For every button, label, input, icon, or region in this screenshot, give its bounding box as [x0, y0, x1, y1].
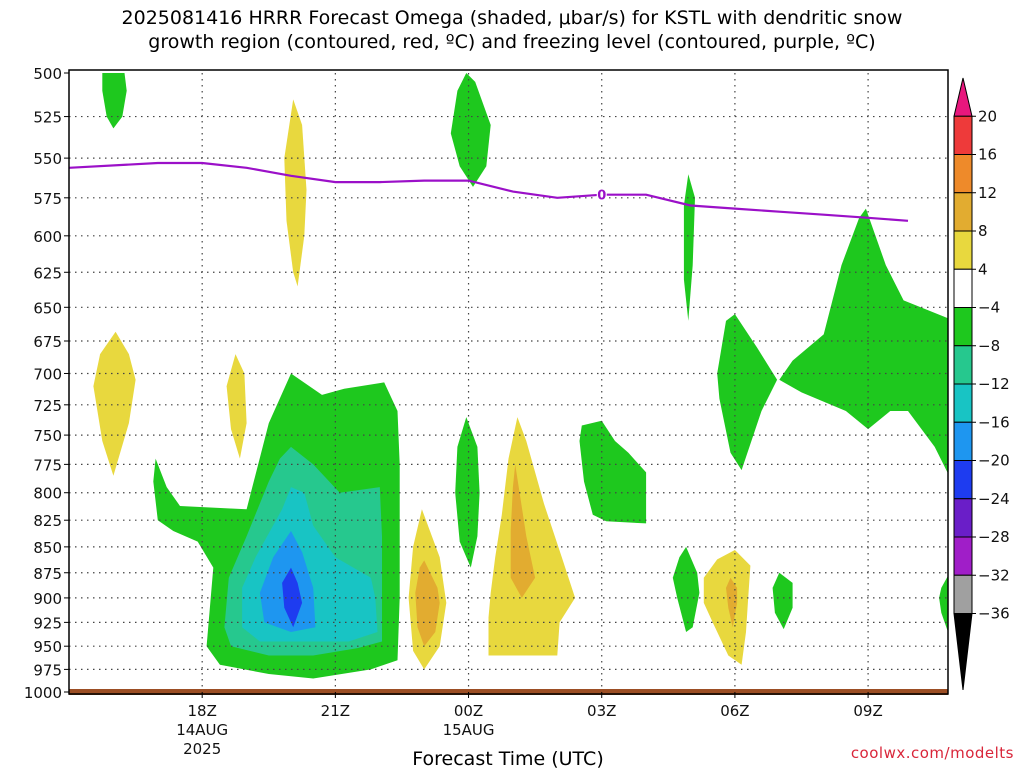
- x-tick-date-00Z: 15AUG: [443, 721, 495, 739]
- colorbar-swatch-10: [953, 460, 973, 500]
- y-tick-label-600: 600: [33, 228, 62, 246]
- x-tick-label-06Z: 06Z: [720, 702, 749, 720]
- colorbar-label-0: 20: [978, 107, 997, 125]
- omega-region-4: [93, 331, 136, 476]
- omega-region-16: [579, 420, 647, 524]
- colorbar-label-3: 8: [978, 222, 988, 240]
- surface-strip: [69, 689, 948, 695]
- y-tick-label-550: 550: [33, 150, 62, 168]
- x-tick-label-18Z: 18Z: [187, 702, 216, 720]
- colorbar-swatch-4: [953, 230, 973, 270]
- y-tick-label-750: 750: [33, 427, 62, 445]
- y-tick-label-675: 675: [33, 333, 62, 351]
- y-tick-label-525: 525: [33, 109, 62, 127]
- y-tick-label-800: 800: [33, 485, 62, 503]
- y-tick-label-1000: 1000: [24, 684, 62, 702]
- x-tick-date-18Z: 14AUG: [176, 721, 228, 739]
- chart-title: 2025081416 HRRR Forecast Omega (shaded, …: [121, 7, 903, 53]
- y-tick-label-725: 725: [33, 397, 62, 415]
- y-tick-label-825: 825: [33, 512, 62, 530]
- colorbar-swatch-3: [953, 192, 973, 232]
- colorbar-swatch-9: [953, 421, 973, 461]
- x-tick-label-00Z: 00Z: [454, 702, 483, 720]
- y-tick-label-975: 975: [33, 661, 62, 679]
- y-tick-label-900: 900: [33, 590, 62, 608]
- omega-region-17: [672, 546, 700, 632]
- omega-region-5: [226, 354, 247, 459]
- omega-region-11: [455, 417, 480, 568]
- colorbar-swatch-5: [953, 268, 973, 308]
- y-tick-label-625: 625: [33, 264, 62, 282]
- colorbar-label-12: −32: [978, 566, 1010, 584]
- x-axis-label: Forecast Time (UTC): [412, 748, 603, 768]
- colorbar-label-1: 16: [978, 146, 997, 164]
- omega-region-13: [415, 560, 440, 647]
- y-tick-label-500: 500: [33, 65, 62, 83]
- y-tick-label-925: 925: [33, 614, 62, 632]
- freezing-level-line: [68, 161, 909, 222]
- omega-region-2: [450, 73, 491, 187]
- x-tick-label-21Z: 21Z: [321, 702, 350, 720]
- freezing-level-label: 0: [597, 189, 606, 204]
- colorbar-swatch-2: [953, 154, 973, 194]
- colorbar-label-11: −28: [978, 528, 1010, 546]
- colorbar-swatch-13: [953, 574, 973, 614]
- ground-surface: [69, 689, 948, 695]
- x-tick-label-09Z: 09Z: [853, 702, 882, 720]
- x-tick-label-03Z: 03Z: [587, 702, 616, 720]
- colorbar-label-8: −16: [978, 413, 1010, 431]
- colorbar-label-13: −36: [978, 605, 1010, 623]
- colorbar-swatch-8: [953, 383, 973, 423]
- colorbar-top-arrow: [953, 77, 973, 117]
- y-axis: 500 525 550 575 600 625 650 675 700 725 750 775 800 8…: [24, 65, 69, 702]
- freezing-label-bg: [596, 186, 607, 203]
- omega-region-3: [683, 174, 695, 321]
- y-tick-label-850: 850: [33, 539, 62, 557]
- omega-region-1: [284, 99, 307, 287]
- colorbar-bottom-arrow: [953, 613, 973, 691]
- credit-text: coolwx.com/modelts: [850, 744, 1014, 762]
- colorbar-label-6: −8: [978, 337, 1000, 355]
- omega-region-23: [939, 575, 948, 632]
- y-tick-label-775: 775: [33, 456, 62, 474]
- colorbar-swatch-1: [953, 115, 973, 155]
- omega-region-20: [772, 572, 793, 630]
- colorbar-label-10: −24: [978, 490, 1010, 508]
- omega-region-0: [102, 73, 127, 129]
- colorbar-label-2: 12: [978, 184, 997, 202]
- colorbar-swatch-6: [953, 307, 973, 347]
- colorbar-label-7: −12: [978, 375, 1010, 393]
- omega-region-21: [717, 314, 778, 471]
- y-tick-label-575: 575: [33, 190, 62, 208]
- omega-region-15: [510, 464, 536, 598]
- omega-region-18: [703, 550, 751, 665]
- y-tick-label-700: 700: [33, 365, 62, 383]
- colorbar-label-9: −20: [978, 452, 1010, 470]
- x-tick-year-18Z: 2025: [183, 740, 221, 758]
- y-tick-label-650: 650: [33, 299, 62, 317]
- omega-shading: [93, 73, 948, 679]
- freezing-level-contour: 0: [68, 161, 909, 222]
- colorbar-label-5: −4: [978, 299, 1000, 317]
- plot-frame: [68, 69, 949, 695]
- omega-region-14: [488, 417, 576, 656]
- y-tick-label-875: 875: [33, 565, 62, 583]
- y-tick-label-950: 950: [33, 638, 62, 656]
- colorbar-label-4: 4: [978, 260, 988, 278]
- colorbar-swatch-12: [953, 536, 973, 576]
- omega-region-22: [779, 208, 948, 474]
- colorbar: 20 16 12 8 4 −4 −8 −12 −16 −20 −24 −28 −32 −36: [953, 77, 1010, 691]
- colorbar-swatch-11: [953, 498, 973, 538]
- grid-lines: [69, 73, 948, 692]
- colorbar-swatch-7: [953, 345, 973, 385]
